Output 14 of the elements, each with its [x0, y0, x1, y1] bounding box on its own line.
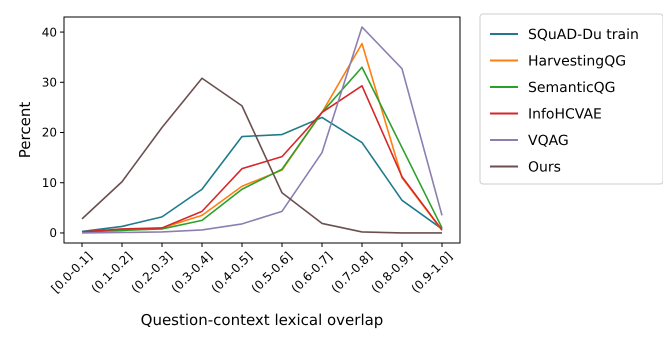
y-tick-label: 10 — [42, 176, 57, 190]
legend-label: SQuAD-Du train — [528, 26, 639, 43]
legend-label: VQAG — [528, 132, 569, 149]
line-series — [81, 116, 443, 232]
x-axis-title: Question-context lexical overlap — [140, 311, 384, 329]
legend-label: HarvestingQG — [528, 53, 626, 70]
y-tick-label: 40 — [42, 25, 57, 40]
y-tick-label: 30 — [42, 75, 57, 90]
y-tick-label: 20 — [42, 126, 57, 140]
y-tick-label: 0 — [49, 226, 57, 240]
legend-label: SemanticQG — [528, 80, 616, 96]
legend-label: InfoHCVAE — [528, 106, 602, 122]
y-axis-title: Percent — [16, 102, 34, 158]
legend-label: Ours — [528, 159, 561, 176]
